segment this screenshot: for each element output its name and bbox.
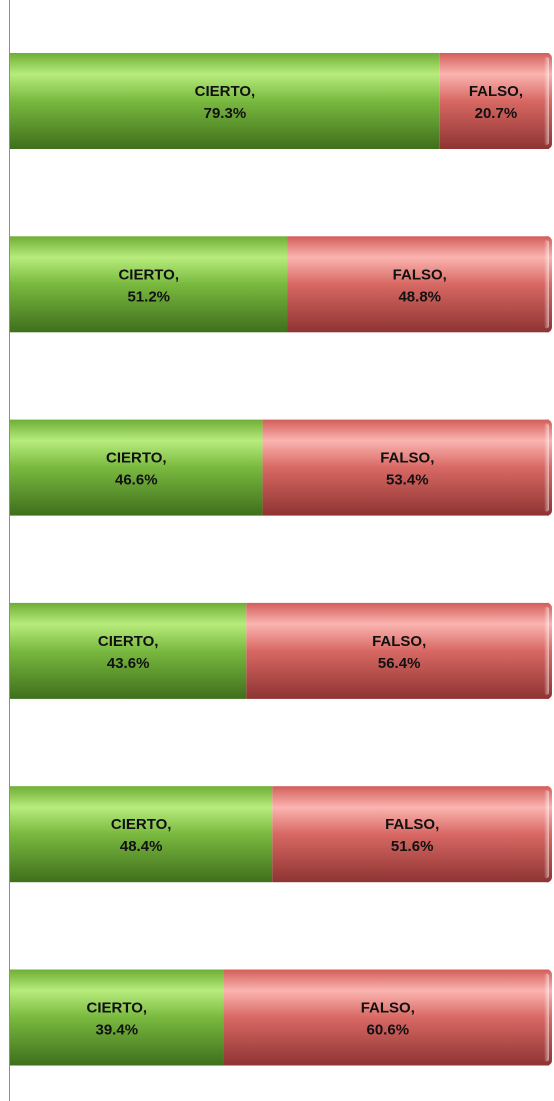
data-label-cierto-category-3: CIERTO, (106, 450, 167, 467)
data-label-cierto-category-5: CIERTO, (111, 816, 172, 833)
bar-end-highlight-1 (544, 57, 549, 145)
bar-falso-5 (272, 786, 549, 883)
data-label-falso-category-5: FALSO, (385, 816, 439, 833)
data-value-cierto-2: 51.2% (127, 288, 170, 305)
data-value-cierto-1: 79.3% (204, 105, 247, 122)
data-label-falso-category-6: FALSO, (361, 1000, 415, 1017)
data-value-cierto-6: 39.4% (96, 1022, 139, 1039)
data-value-cierto-3: 46.6% (115, 472, 158, 489)
bar-cierto-5 (10, 786, 273, 883)
data-label-falso-category-1: FALSO, (469, 83, 523, 100)
data-value-falso-1: 20.7% (475, 105, 518, 122)
data-label-cierto-category-4: CIERTO, (98, 633, 159, 650)
bar-end-highlight-6 (544, 973, 549, 1062)
bar-cierto-2 (10, 236, 288, 333)
bar-cierto-3 (10, 419, 263, 516)
bar-cierto-1 (10, 53, 440, 149)
data-value-cierto-5: 48.4% (120, 838, 163, 855)
data-value-falso-6: 60.6% (367, 1022, 410, 1039)
bar-end-highlight-3 (544, 423, 549, 512)
data-label-falso-category-4: FALSO, (372, 633, 426, 650)
data-label-falso-category-3: FALSO, (380, 450, 434, 467)
data-label-cierto-category-6: CIERTO, (86, 1000, 147, 1017)
bar-falso-4 (246, 602, 549, 699)
bar-end-highlight-5 (544, 790, 549, 879)
data-value-falso-3: 53.4% (386, 472, 429, 489)
bars-group: CIERTO, 79.3% FALSO, 20.7% CIERTO, 51.2% FALSO… (10, 53, 552, 1066)
data-value-falso-2: 48.8% (398, 288, 441, 305)
bar-falso-3 (262, 419, 549, 516)
data-value-falso-4: 56.4% (378, 655, 421, 672)
bar-end-highlight-4 (544, 606, 549, 695)
data-label-cierto-category-1: CIERTO, (195, 83, 256, 100)
data-value-falso-5: 51.6% (391, 838, 434, 855)
data-label-cierto-category-2: CIERTO, (118, 266, 179, 283)
bar-falso-2 (287, 236, 549, 333)
bar-cierto-6 (10, 969, 224, 1066)
bar-cierto-4 (10, 602, 247, 699)
bar-falso-6 (223, 969, 549, 1066)
bar-falso-1 (439, 53, 549, 149)
bar-end-highlight-2 (544, 240, 549, 329)
data-label-falso-category-2: FALSO, (393, 266, 447, 283)
data-value-cierto-4: 43.6% (107, 655, 150, 672)
